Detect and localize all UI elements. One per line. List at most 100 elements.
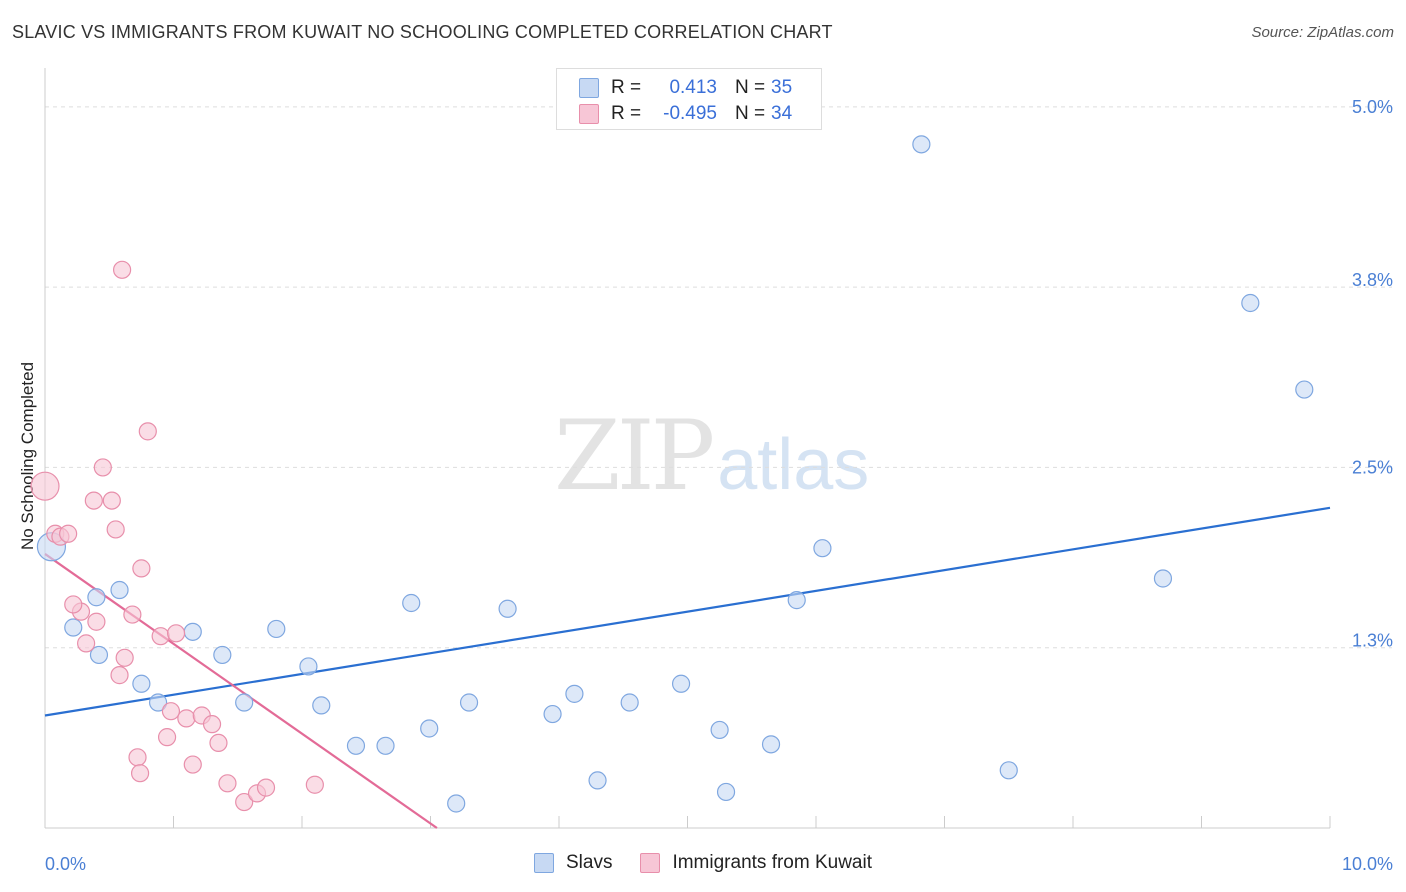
slavs-point	[148, 693, 168, 712]
r-label: R =	[611, 103, 642, 124]
n-value: 34	[771, 103, 793, 124]
slavs-point	[543, 704, 562, 724]
gridlines	[45, 106, 1392, 649]
data-points	[30, 135, 1314, 813]
kuwait-point	[115, 648, 134, 667]
legend-swatch-blue	[579, 78, 599, 98]
slavs-point	[267, 619, 286, 639]
slavs-point	[64, 618, 83, 637]
r-label: R =	[611, 77, 642, 98]
axes	[44, 68, 1331, 829]
slavs-point	[716, 782, 736, 802]
slavs-point	[87, 588, 106, 607]
kuwait-point	[209, 733, 228, 753]
y-tick-label: 3.8%	[1352, 270, 1393, 290]
slavs-point	[761, 735, 781, 754]
slavs-point	[420, 719, 439, 738]
watermark-atlas: atlas	[717, 425, 870, 505]
kuwait-point	[235, 792, 254, 812]
legend-label-slavs: Slavs	[565, 852, 613, 873]
legend-swatch-pink	[640, 853, 661, 873]
kuwait-point	[138, 422, 157, 441]
slavs-point	[565, 684, 584, 703]
slavs-point	[1295, 380, 1314, 399]
slavs-point	[813, 539, 832, 558]
kuwait-point	[110, 666, 129, 685]
kuwait-point	[64, 595, 83, 614]
r-value: -0.495	[663, 103, 717, 124]
kuwait-trend-line	[44, 553, 438, 829]
kuwait-point	[202, 715, 222, 734]
y-tick-label: 1.3%	[1352, 631, 1393, 651]
legend-item-slavs: Slavs	[533, 852, 613, 874]
slavs-point	[459, 693, 479, 712]
kuwait-point	[87, 612, 106, 631]
slavs-point	[402, 593, 421, 613]
kuwait-point	[132, 559, 151, 578]
kuwait-point	[77, 634, 96, 653]
n-label: N =	[735, 103, 766, 124]
legend-row-slavs: R = 0.413 N = 35	[579, 76, 792, 100]
kuwait-point	[166, 624, 186, 643]
kuwait-point	[93, 458, 112, 477]
slavs-point	[620, 693, 639, 712]
source-label: Source: ZipAtlas.com	[1251, 24, 1394, 41]
slavs-point	[1241, 293, 1260, 313]
slavs-point	[376, 736, 395, 755]
slavs-point	[89, 645, 109, 665]
series-legend: Slavs Immigrants from Kuwait	[0, 852, 1406, 874]
slavs-point	[912, 135, 931, 154]
slavs-point	[183, 622, 202, 641]
slavs-point	[498, 599, 517, 618]
slavs-point	[787, 591, 806, 610]
slavs-point	[447, 794, 466, 813]
n-value: 35	[771, 77, 793, 98]
kuwait-point	[84, 491, 103, 510]
y-tick-label: 5.0%	[1352, 97, 1393, 117]
x-tick-label: 0.0%	[45, 854, 86, 874]
chart-title: SLAVIC VS IMMIGRANTS FROM KUWAIT NO SCHO…	[12, 22, 833, 42]
kuwait-point	[305, 775, 324, 794]
kuwait-point	[30, 471, 60, 501]
slavs-point	[999, 761, 1018, 780]
slavs-trend-line	[44, 506, 1331, 717]
r-value: 0.413	[669, 77, 717, 98]
kuwait-point	[183, 755, 202, 774]
slavs-point	[213, 645, 232, 665]
kuwait-point	[151, 627, 170, 646]
watermark: ZIPatlas	[554, 400, 869, 512]
legend-item-kuwait: Immigrants from Kuwait	[640, 852, 872, 874]
slavs-point	[671, 674, 691, 693]
kuwait-point	[112, 260, 132, 279]
kuwait-point	[106, 520, 125, 539]
kuwait-point	[123, 605, 142, 624]
kuwait-point	[161, 702, 181, 721]
kuwait-point	[128, 748, 147, 767]
slavs-point	[312, 696, 331, 715]
y-tick-label: 2.5%	[1352, 457, 1393, 477]
legend-row-kuwait: R = -0.495 N = 34	[579, 102, 792, 126]
slavs-point	[299, 657, 318, 676]
x-tick-label: 10.0%	[1342, 854, 1393, 874]
tick-labels: 1.3% 2.5% 3.8% 5.0% 0.0% 10.0%	[45, 97, 1393, 874]
trend-lines	[44, 506, 1331, 829]
kuwait-point	[157, 728, 177, 747]
legend-swatch-pink	[579, 104, 599, 124]
slavs-point	[110, 580, 129, 600]
slavs-point	[235, 693, 254, 712]
slavs-point	[588, 771, 607, 790]
kuwait-point	[177, 709, 196, 728]
kuwait-point	[256, 778, 276, 797]
kuwait-point	[218, 774, 237, 793]
slavs-point	[132, 674, 151, 693]
slavs-point	[346, 736, 366, 755]
n-label: N =	[735, 77, 766, 98]
kuwait-point	[130, 764, 150, 783]
slavs-point	[1153, 569, 1173, 588]
kuwait-point	[102, 491, 121, 510]
slavs-point	[710, 720, 729, 740]
correlation-legend: R = 0.413 N = 35 R = -0.495 N = 34	[556, 68, 822, 130]
kuwait-point	[59, 524, 78, 543]
legend-label-kuwait: Immigrants from Kuwait	[672, 852, 872, 873]
